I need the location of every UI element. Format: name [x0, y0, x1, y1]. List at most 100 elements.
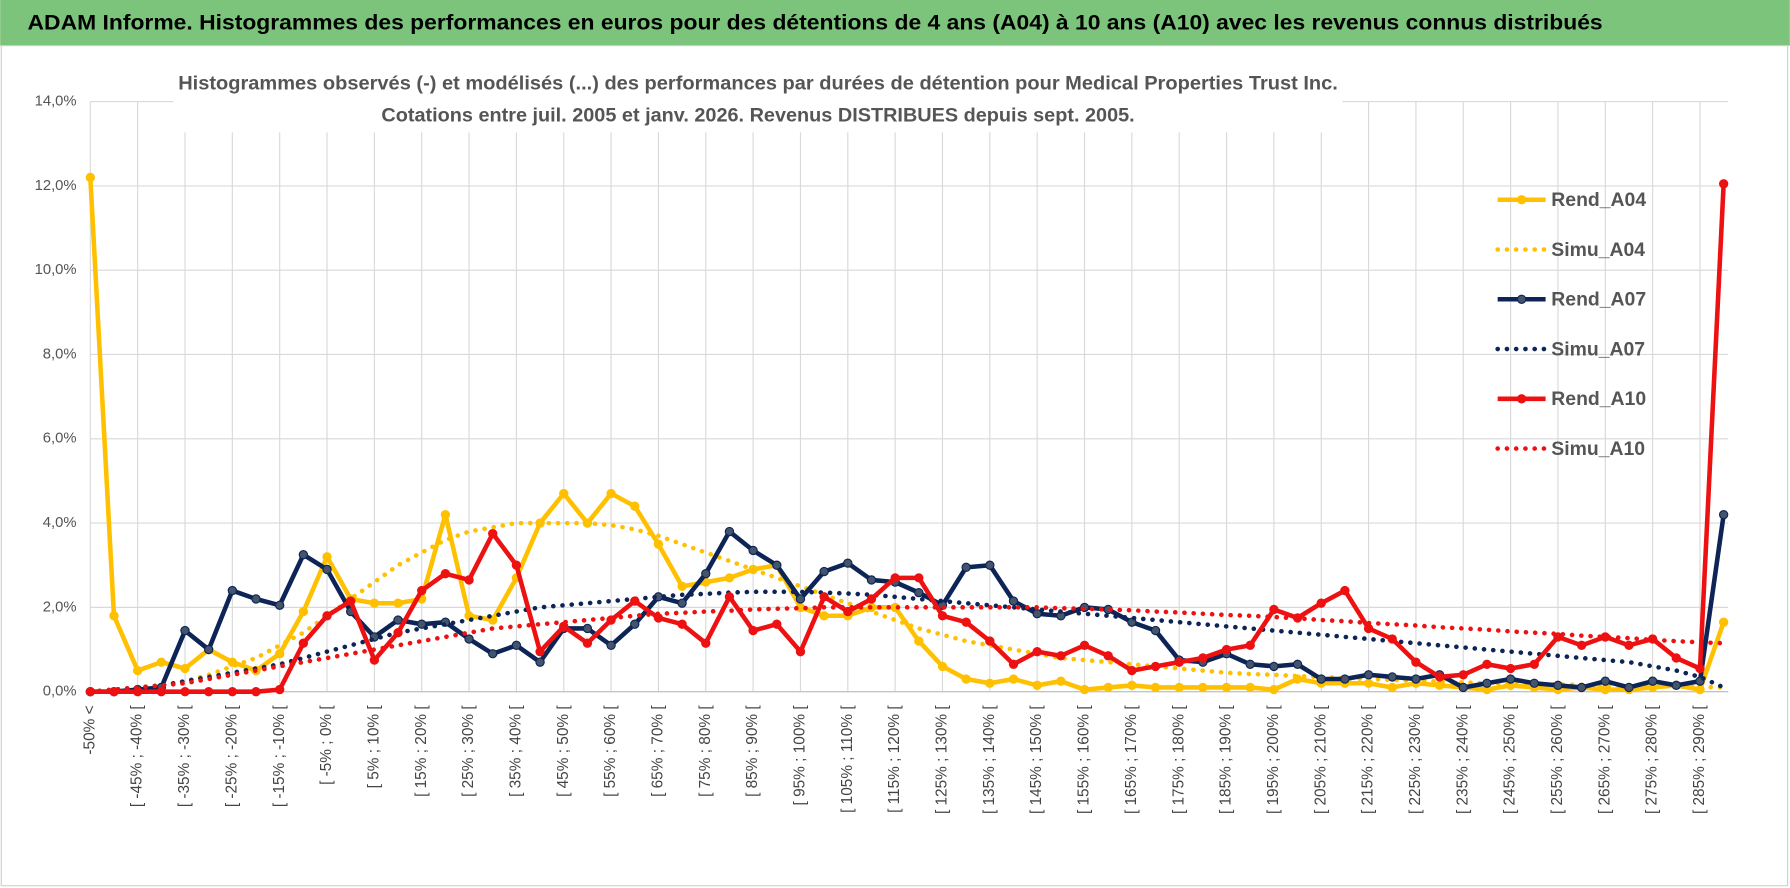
data-point: [582, 623, 593, 634]
data-point: [1174, 682, 1184, 693]
data-point: [772, 560, 782, 570]
x-tick-label: [ 155% ; 160% [: [1076, 705, 1093, 814]
data-point: [298, 550, 309, 560]
data-point: [1221, 682, 1232, 693]
data-point: [1458, 670, 1468, 680]
x-tick-label: [ 65% ; 70% [: [649, 705, 666, 797]
data-point: [701, 568, 711, 579]
data-point: [1174, 657, 1184, 667]
data-point: [1032, 646, 1042, 657]
legend-label: Simu_A07: [1551, 338, 1645, 360]
data-point: [630, 501, 640, 511]
data-point: [346, 596, 356, 606]
data-point: [937, 611, 948, 621]
data-point: [866, 594, 877, 604]
series-line: [90, 183, 1726, 694]
data-point: [914, 587, 924, 598]
title-background: [173, 68, 1343, 133]
data-point: [298, 606, 309, 617]
data-point: [1292, 659, 1303, 669]
legend-marker: [1516, 195, 1527, 205]
data-point: [180, 625, 190, 636]
legend-label: Simu_A10: [1551, 438, 1645, 460]
x-tick-label: [ 145% ; 150% [: [1028, 705, 1045, 814]
data-point: [748, 625, 758, 636]
data-point: [132, 665, 143, 676]
data-point: [1576, 640, 1587, 650]
data-point: [1245, 659, 1255, 669]
data-point: [1150, 625, 1161, 636]
data-point: [677, 619, 687, 629]
x-tick-label: [ 45% ; 50% [: [555, 705, 572, 797]
x-tick-label: [ 5% ; 10% [: [365, 705, 382, 789]
x-tick-label: [ 35% ; 40% [: [507, 705, 524, 797]
chart-title: Histogrammes observés (-) et modélisés (…: [178, 73, 1338, 95]
data-point: [1718, 179, 1729, 189]
x-tick-label: [ -25% ; -20% [: [223, 705, 240, 808]
data-point: [1269, 604, 1279, 615]
data-point: [795, 646, 806, 657]
data-point: [866, 575, 877, 585]
data-point: [369, 655, 380, 665]
data-point: [961, 617, 971, 627]
x-tick-label: [ 275% ; 280% [: [1644, 705, 1661, 814]
data-point: [322, 552, 332, 562]
data-point: [914, 636, 924, 646]
data-point: [369, 598, 380, 608]
data-point: [1340, 585, 1350, 596]
data-point: [985, 560, 995, 570]
data-point: [1032, 680, 1042, 691]
x-tick-label: [ 285% ; 290% [: [1691, 705, 1708, 814]
data-point: [559, 488, 569, 499]
data-point: [393, 615, 403, 625]
series-line: [88, 605, 1726, 694]
data-point: [1505, 674, 1516, 684]
x-tick-label: [ 125% ; 130% [: [934, 705, 951, 814]
data-point: [1008, 674, 1019, 684]
data-point: [275, 649, 285, 659]
data-point: [1411, 674, 1421, 684]
data-point: [156, 687, 167, 697]
data-point: [180, 687, 190, 697]
data-point: [985, 678, 995, 688]
data-point: [464, 634, 474, 644]
data-point: [1363, 623, 1374, 634]
data-point: [890, 573, 900, 583]
data-point: [606, 640, 616, 650]
x-tick-label: [ 185% ; 190% [: [1218, 705, 1235, 814]
data-point: [1103, 682, 1113, 693]
data-point: [748, 545, 758, 556]
x-tick-label: [ 165% ; 170% [: [1123, 705, 1140, 814]
data-point: [582, 638, 593, 648]
data-point: [1387, 672, 1397, 682]
legend-label: Rend_A07: [1551, 289, 1646, 311]
chart-border: [0, 45, 1789, 887]
y-tick-label: 4,0%: [43, 515, 77, 531]
data-point: [298, 638, 309, 648]
y-tick-label: 2,0%: [43, 599, 77, 615]
data-point: [511, 560, 522, 570]
data-point: [1695, 663, 1705, 674]
banner-title: ADAM Informe. Histogrammes des performan…: [28, 10, 1603, 35]
data-point: [1363, 670, 1374, 680]
data-point: [1103, 651, 1113, 661]
data-point: [961, 674, 971, 684]
data-point: [1150, 682, 1161, 693]
data-point: [630, 619, 640, 629]
x-tick-label: [ -5% ; 0% [: [318, 705, 335, 785]
legend-label: Simu_A04: [1551, 239, 1645, 261]
data-point: [535, 646, 545, 657]
x-tick-label: [ 75% ; 80% [: [697, 705, 714, 797]
x-tick-label: [ 55% ; 60% [: [602, 705, 619, 797]
series-line: [88, 589, 1726, 694]
data-point: [724, 592, 735, 602]
data-point: [819, 566, 829, 577]
x-tick-label: [ 265% ; 270% [: [1596, 705, 1613, 814]
data-point: [1150, 661, 1161, 672]
data-point: [1008, 659, 1019, 669]
data-point: [1387, 682, 1397, 693]
data-point: [417, 585, 427, 596]
data-point: [1245, 640, 1255, 650]
data-point: [1127, 665, 1137, 676]
